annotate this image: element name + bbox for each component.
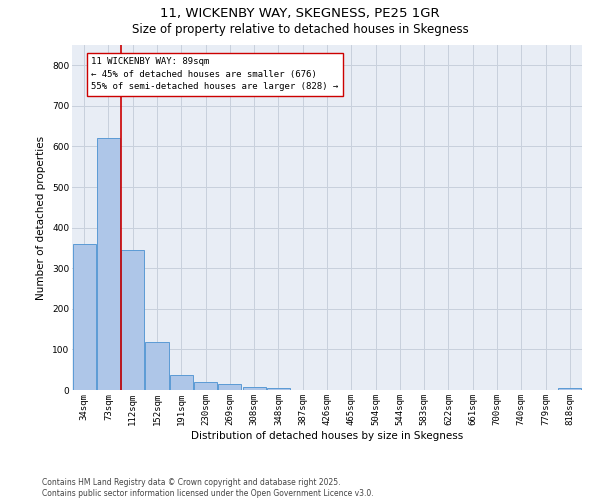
Bar: [121, 250, 144, 390]
Bar: [559, 388, 581, 390]
Bar: [218, 384, 241, 390]
X-axis label: Distribution of detached houses by size in Skegness: Distribution of detached houses by size …: [191, 430, 463, 440]
Bar: [194, 382, 217, 390]
Text: 11 WICKENBY WAY: 89sqm
← 45% of detached houses are smaller (676)
55% of semi-de: 11 WICKENBY WAY: 89sqm ← 45% of detached…: [91, 57, 338, 91]
Text: 11, WICKENBY WAY, SKEGNESS, PE25 1GR: 11, WICKENBY WAY, SKEGNESS, PE25 1GR: [160, 8, 440, 20]
Text: Contains HM Land Registry data © Crown copyright and database right 2025.
Contai: Contains HM Land Registry data © Crown c…: [42, 478, 374, 498]
Bar: [97, 138, 120, 390]
Bar: [145, 342, 169, 390]
Bar: [170, 374, 193, 390]
Bar: [267, 388, 290, 390]
Bar: [242, 387, 266, 390]
Bar: [73, 244, 95, 390]
Text: Size of property relative to detached houses in Skegness: Size of property relative to detached ho…: [131, 22, 469, 36]
Y-axis label: Number of detached properties: Number of detached properties: [37, 136, 46, 300]
